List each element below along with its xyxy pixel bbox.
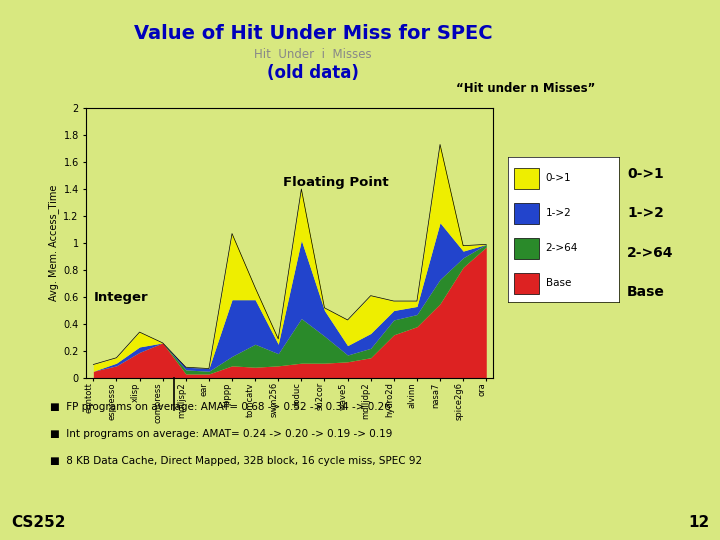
- Text: 0->1: 0->1: [627, 167, 664, 181]
- Text: CS252: CS252: [11, 515, 66, 530]
- Text: 1->2: 1->2: [546, 208, 571, 219]
- Text: Floating Point: Floating Point: [283, 176, 389, 189]
- Text: “Hit under n Misses”: “Hit under n Misses”: [456, 82, 595, 95]
- Text: Integer: Integer: [94, 291, 148, 303]
- Text: Base: Base: [627, 285, 665, 299]
- Text: (old data): (old data): [267, 64, 359, 82]
- Text: 0->1: 0->1: [546, 173, 571, 184]
- Text: ■  Int programs on average: AMAT= 0.24 -> 0.20 -> 0.19 -> 0.19: ■ Int programs on average: AMAT= 0.24 ->…: [50, 429, 393, 440]
- Text: Base: Base: [546, 279, 571, 288]
- Text: 2->64: 2->64: [546, 244, 578, 253]
- Y-axis label: Avg. Mem. Access_Time: Avg. Mem. Access_Time: [48, 185, 59, 301]
- Text: Value of Hit Under Miss for SPEC: Value of Hit Under Miss for SPEC: [134, 24, 492, 43]
- Bar: [514, 273, 539, 294]
- Text: ■  8 KB Data Cache, Direct Mapped, 32B block, 16 cycle miss, SPEC 92: ■ 8 KB Data Cache, Direct Mapped, 32B bl…: [50, 456, 423, 467]
- Bar: [514, 168, 539, 188]
- Text: 2->64: 2->64: [627, 246, 674, 260]
- Bar: [514, 238, 539, 259]
- Text: ■  FP programs on average: AMAT= 0.68 -> 0.52 -> 0.34 -> 0.26: ■ FP programs on average: AMAT= 0.68 -> …: [50, 402, 391, 413]
- Bar: [514, 203, 539, 224]
- Text: 1->2: 1->2: [627, 206, 664, 220]
- Text: 12: 12: [688, 515, 709, 530]
- Text: Hit  Under  i  Misses: Hit Under i Misses: [254, 48, 372, 60]
